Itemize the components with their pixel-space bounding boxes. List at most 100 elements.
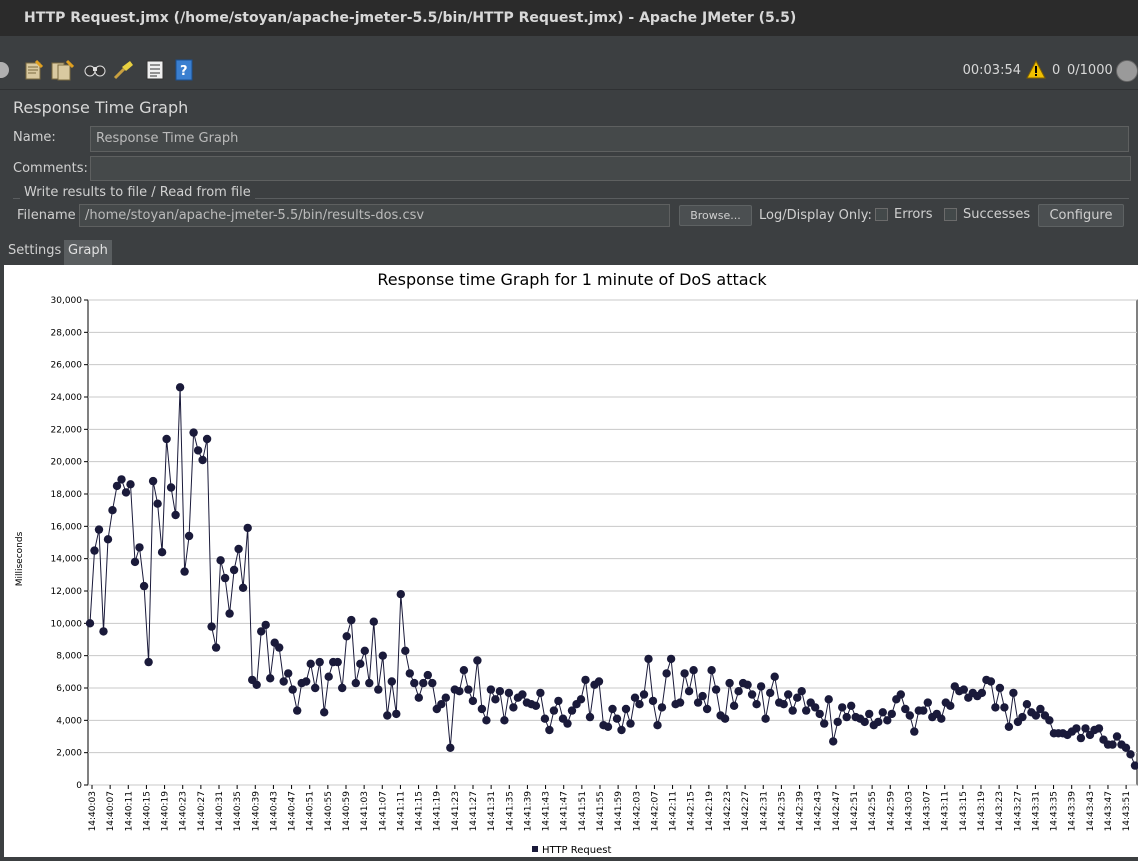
data-point [288, 685, 297, 694]
data-point [693, 698, 703, 707]
x-tick-label: 14:43:15 [959, 791, 969, 831]
data-point [171, 510, 180, 520]
reset-search-icon[interactable] [112, 59, 134, 81]
y-tick-label: 28,000 [51, 328, 83, 338]
data-point [581, 675, 590, 685]
x-tick-label: 14:43:31 [1031, 791, 1041, 831]
data-point [531, 701, 541, 710]
x-tick-label: 14:41:39 [523, 791, 533, 832]
data-point [729, 701, 739, 710]
x-tick-label: 14:40:47 [288, 791, 298, 831]
data-point [621, 704, 631, 714]
data-point [387, 677, 396, 686]
x-tick-label: 14:41:03 [360, 791, 370, 831]
stop-icon[interactable] [0, 59, 10, 81]
data-point [324, 672, 333, 681]
x-tick-label: 14:42:03 [632, 791, 642, 831]
data-point [243, 523, 252, 533]
data-point [198, 455, 207, 465]
x-tick-label: 14:40:07 [106, 791, 116, 831]
data-point [252, 680, 261, 689]
data-point [225, 609, 234, 618]
function-helper-icon[interactable] [145, 59, 165, 81]
x-tick-label: 14:42:31 [759, 791, 769, 831]
data-point [392, 709, 401, 719]
data-point [797, 687, 806, 696]
tab-settings[interactable]: Settings [8, 243, 62, 258]
data-point [351, 678, 360, 688]
help-icon[interactable]: ? [174, 59, 194, 81]
data-point [293, 706, 302, 715]
data-point [459, 666, 469, 675]
data-point [229, 565, 239, 575]
data-point [770, 672, 779, 681]
data-point [766, 688, 775, 698]
elapsed-time: 00:03:54 [962, 63, 1021, 78]
data-point [1031, 711, 1041, 720]
response-time-graph-panel: Response Time Graph Name: Response Time … [0, 90, 1138, 265]
data-point [342, 632, 351, 641]
x-tick-label: 14:43:07 [923, 791, 933, 831]
y-tick-label: 10,000 [51, 619, 83, 629]
errors-checkbox[interactable] [875, 208, 888, 221]
data-point [743, 680, 752, 689]
x-tick-label: 14:41:11 [396, 791, 406, 831]
x-tick-label: 14:42:15 [687, 791, 697, 831]
data-point [666, 654, 676, 664]
data-point [518, 690, 527, 699]
clear-all-icon[interactable] [50, 59, 74, 81]
data-point [257, 627, 266, 636]
data-point [910, 727, 919, 736]
data-point [162, 434, 171, 444]
data-point [563, 719, 572, 728]
data-point [901, 704, 910, 714]
data-point [657, 703, 667, 712]
filename-field[interactable]: /home/stoyan/apache-jmeter-5.5/bin/resul… [79, 204, 670, 227]
x-tick-label: 14:40:51 [306, 791, 316, 831]
x-tick-label: 14:42:43 [814, 791, 824, 831]
data-point [1009, 688, 1018, 698]
browse-button[interactable]: Browse... [679, 205, 752, 226]
clear-icon[interactable] [22, 59, 44, 81]
x-tick-label: 14:43:23 [995, 791, 1005, 831]
name-label: Name: [13, 130, 56, 145]
x-tick-label: 14:42:27 [741, 791, 751, 831]
data-point [820, 719, 829, 728]
x-tick-label: 14:40:35 [233, 791, 243, 831]
data-point [653, 721, 662, 730]
data-point [648, 696, 658, 706]
data-point [189, 428, 198, 437]
data-point [630, 693, 640, 702]
data-point [220, 573, 230, 583]
x-tick-label: 14:41:35 [505, 791, 515, 831]
y-tick-label: 6,000 [56, 684, 82, 694]
data-point [585, 712, 595, 722]
data-point [554, 696, 563, 706]
data-point [847, 701, 856, 710]
comments-field[interactable] [90, 156, 1131, 181]
x-tick-label: 14:40:27 [197, 791, 207, 831]
data-point [500, 716, 509, 725]
search-icon[interactable] [84, 59, 106, 81]
data-point [576, 695, 586, 704]
data-point [157, 548, 167, 557]
warning-icon[interactable] [1026, 59, 1046, 80]
data-point [788, 706, 797, 715]
data-point [923, 698, 932, 707]
x-tick-label: 14:41:23 [451, 791, 461, 831]
data-point [874, 717, 883, 727]
data-point [617, 725, 626, 735]
successes-checkbox[interactable] [944, 208, 957, 221]
configure-button[interactable]: Configure [1038, 204, 1124, 227]
graph-area: Response time Graph for 1 minute of DoS … [4, 265, 1138, 857]
x-tick-label: 14:43:39 [1068, 791, 1078, 832]
data-point [202, 434, 212, 444]
x-tick-label: 14:41:07 [378, 791, 388, 831]
x-tick-label: 14:40:39 [251, 791, 261, 832]
tab-graph[interactable]: Graph [64, 240, 112, 265]
x-tick-label: 14:43:03 [904, 791, 914, 831]
name-field[interactable]: Response Time Graph [90, 126, 1129, 152]
data-point [865, 709, 874, 719]
response-time-chart: Response time Graph for 1 minute of DoS … [15, 270, 1138, 856]
x-tick-label: 14:42:59 [886, 791, 896, 832]
